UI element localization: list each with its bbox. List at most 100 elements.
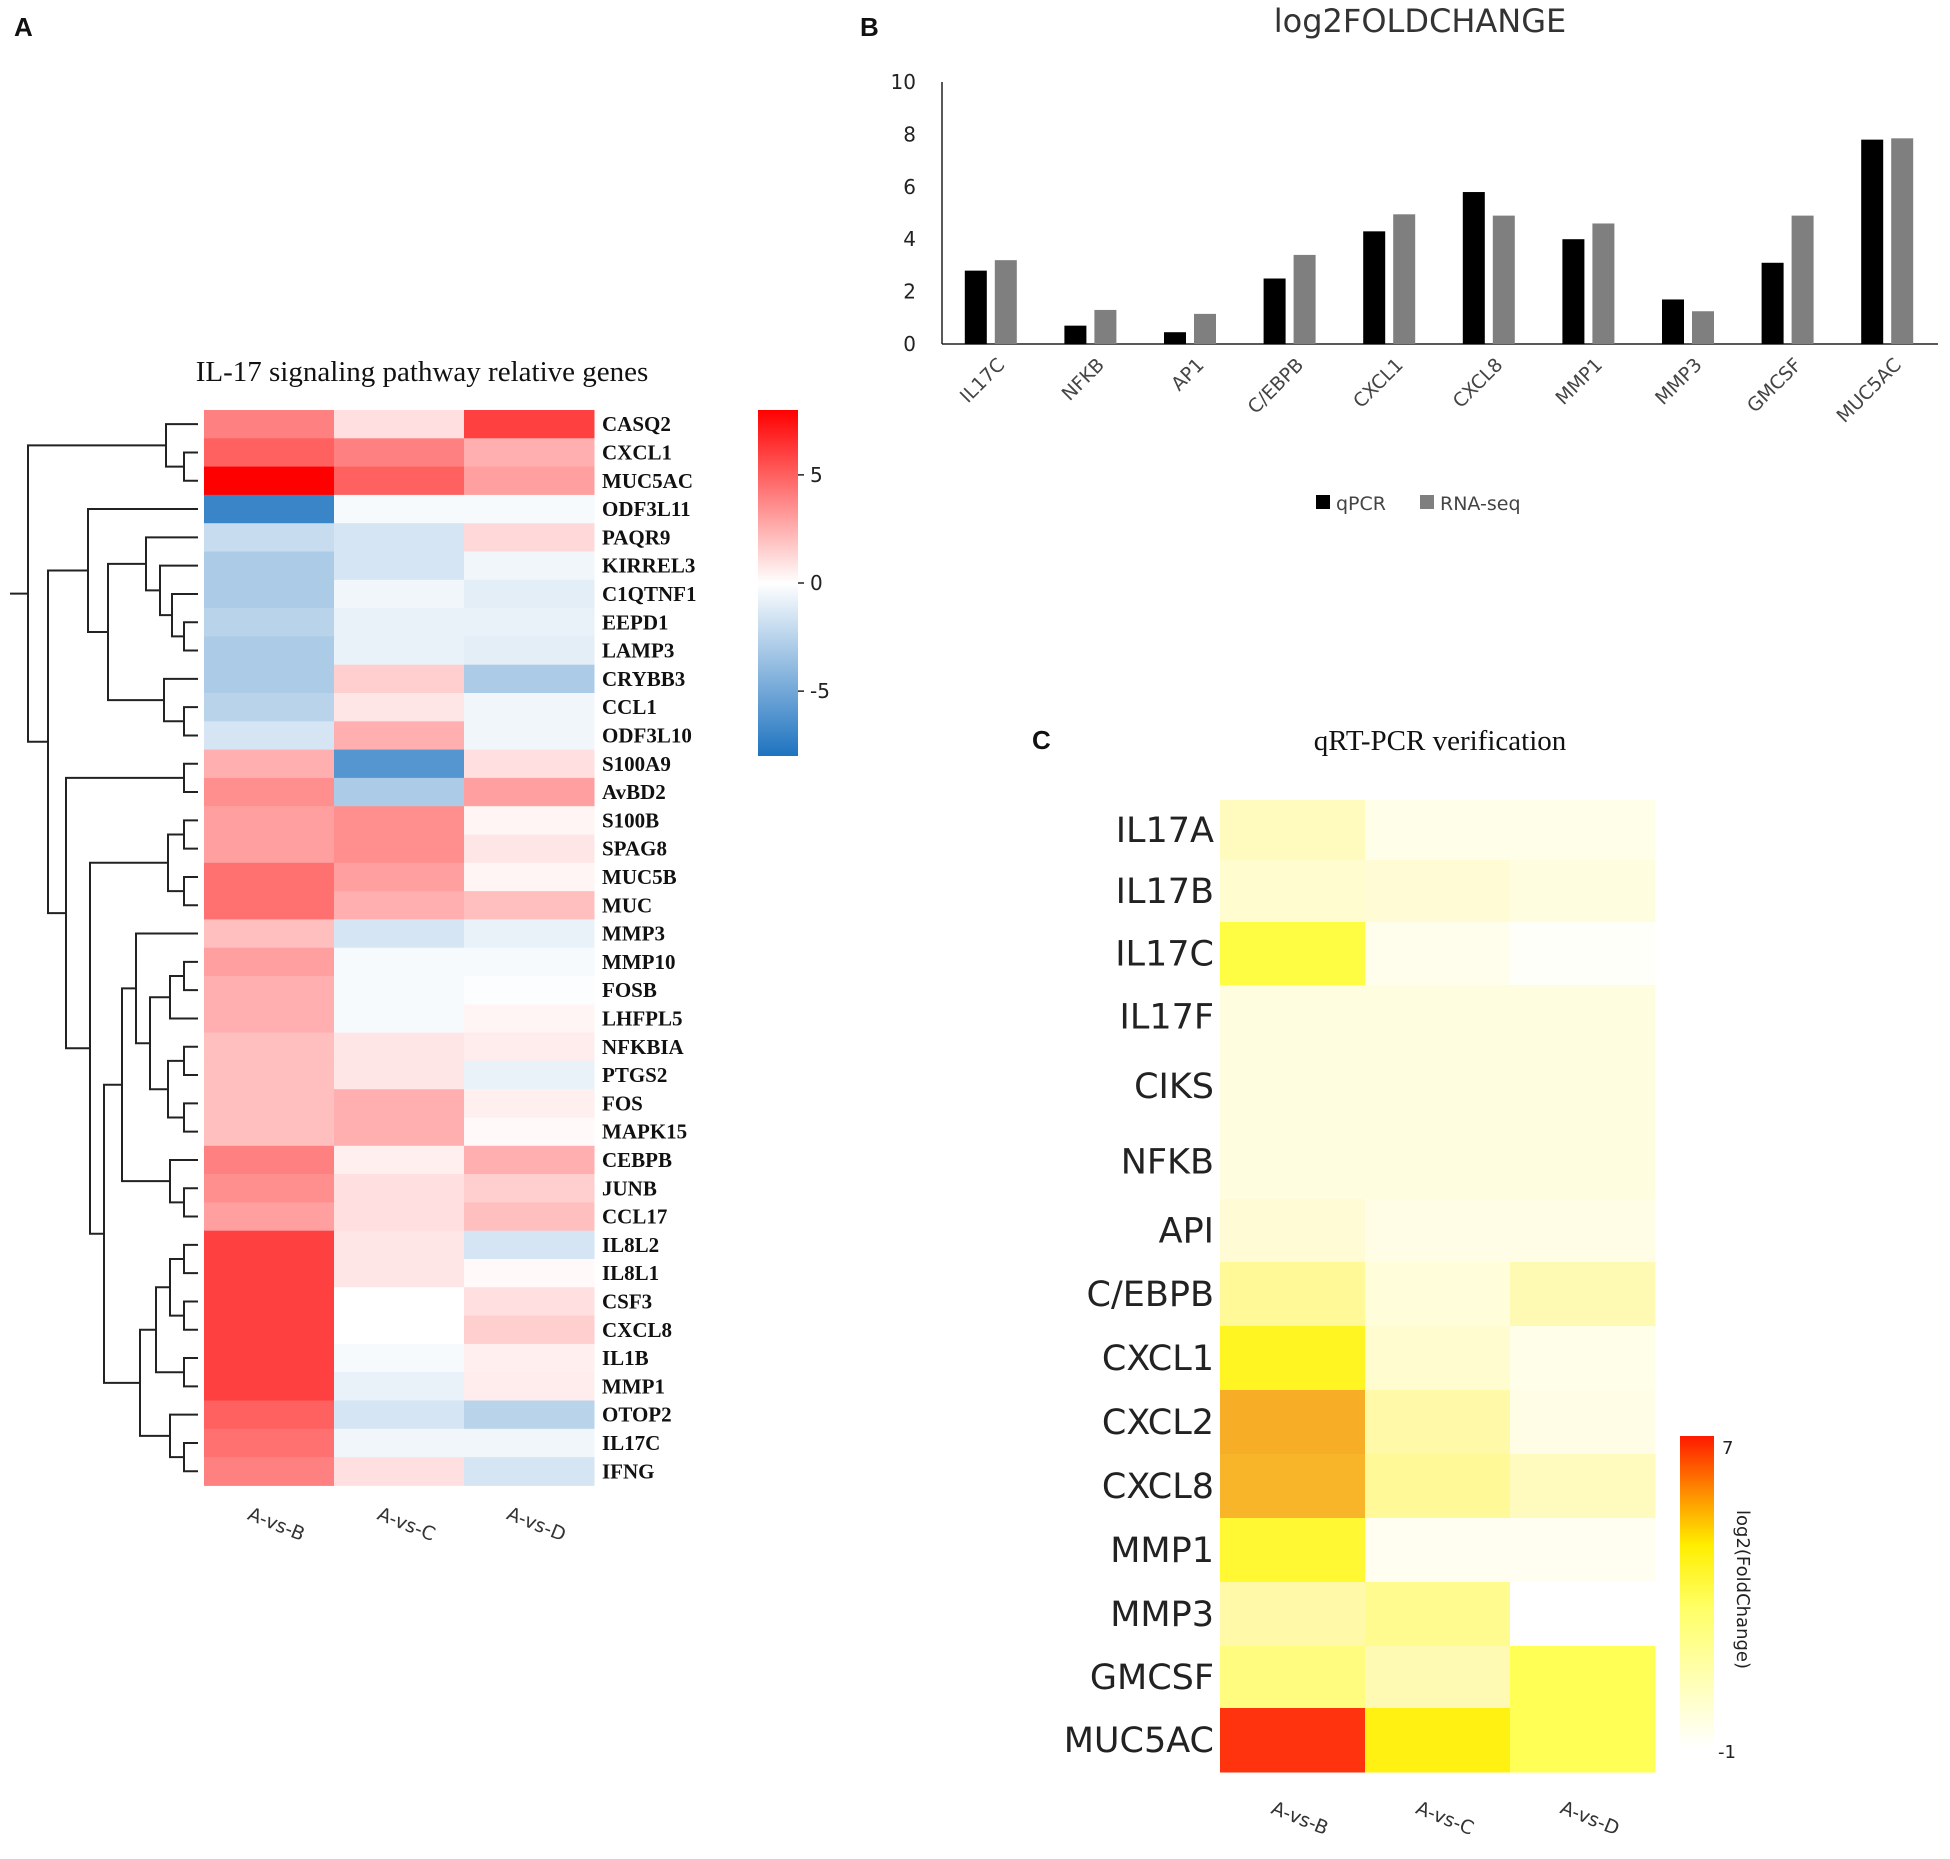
- row-label: NFKB: [1121, 1143, 1214, 1183]
- heatmap-cell: [464, 1174, 595, 1203]
- heatmap-cell: [1365, 1390, 1511, 1455]
- heatmap-cell: [334, 1202, 465, 1232]
- heatmap-cell: [204, 1032, 335, 1062]
- heatmap-cell: [1510, 1454, 1656, 1519]
- row-label: IL8L2: [602, 1233, 659, 1257]
- heatmap-cell: [1220, 1390, 1366, 1455]
- panel-c-heatmap: qRT-PCR verification IL17AIL17BIL17CIL17…: [1064, 725, 1753, 1840]
- heatmap-cell: [1510, 1262, 1656, 1327]
- heatmap-cell: [464, 1372, 595, 1401]
- panel-a-dendrogram: [10, 423, 198, 1473]
- heatmap-cell: [464, 438, 595, 468]
- heatmap-cell: [334, 947, 465, 977]
- row-label: OTOP2: [602, 1403, 672, 1427]
- heatmap-cell: [204, 777, 335, 807]
- bar-qpcr: [1263, 278, 1286, 344]
- heatmap-cell: [204, 551, 335, 581]
- panel-b-title: log2FOLDCHANGE: [1274, 2, 1566, 40]
- heatmap-cell: [464, 777, 595, 807]
- heatmap-cell: [334, 410, 465, 439]
- panel-b-category-labels: IL17C NFKB AP1 C/EBPB CXCL1 CXCL8 MMP1 MMP3 GMCS…: [956, 354, 1906, 427]
- heatmap-cell: [204, 947, 335, 977]
- heatmap-cell: [464, 1060, 595, 1090]
- row-label: CRYBB3: [602, 667, 685, 691]
- y-tick-label: 4: [903, 227, 916, 251]
- panel-c-title: qRT-PCR verification: [1314, 725, 1567, 757]
- row-label: MUC5AC: [1064, 1721, 1214, 1761]
- heatmap-cell: [334, 608, 465, 637]
- category-label: MMP3: [1651, 354, 1706, 409]
- heatmap-cell: [334, 1230, 465, 1260]
- row-label: CIKS: [1134, 1067, 1214, 1107]
- heatmap-cell: [204, 1060, 335, 1090]
- heatmap-cell: [464, 919, 595, 949]
- category-label: MMP1: [1552, 354, 1607, 409]
- heatmap-cell: [1510, 800, 1656, 861]
- heatmap-cell: [1220, 1262, 1366, 1327]
- panel-c-colorbar: [1680, 1436, 1714, 1748]
- heatmap-cell: [334, 523, 465, 552]
- row-label: S100A9: [602, 752, 671, 776]
- column-label: A-vs-C: [374, 1503, 438, 1546]
- heatmap-cell: [334, 1032, 465, 1062]
- y-tick-label: 0: [903, 332, 916, 356]
- heatmap-cell: [464, 579, 595, 609]
- panel-c-colorbar-min: -1: [1718, 1742, 1736, 1763]
- row-label: PTGS2: [602, 1063, 667, 1087]
- heatmap-cell: [204, 410, 335, 439]
- dendrogram-branch: [87, 508, 198, 633]
- dendrogram-branch: [65, 776, 184, 1050]
- heatmap-cell: [204, 721, 335, 751]
- heatmap-cell: [334, 438, 465, 468]
- heatmap-cell: [464, 636, 595, 666]
- row-label: MMP1: [602, 1374, 665, 1398]
- dendrogram-branch: [121, 987, 170, 1183]
- dendrogram-branch: [47, 569, 88, 915]
- heatmap-cell: [334, 1287, 465, 1317]
- row-label: CXCL1: [602, 440, 672, 464]
- row-label: MMP3: [1110, 1595, 1214, 1635]
- colorbar-tick-label: 5: [810, 463, 823, 487]
- heatmap-cell: [204, 636, 335, 666]
- heatmap-cell: [1365, 1326, 1511, 1391]
- heatmap-cell: [334, 1372, 465, 1401]
- row-label: MAPK15: [602, 1120, 687, 1144]
- heatmap-cell: [1365, 1582, 1511, 1647]
- heatmap-cell: [1365, 1124, 1511, 1200]
- heatmap-cell: [334, 1004, 465, 1034]
- dendrogram-branch: [89, 861, 168, 1235]
- heatmap-cell: [204, 1400, 335, 1430]
- bar-qpcr: [1164, 332, 1186, 344]
- colorbar-tick-label: -5: [810, 679, 830, 703]
- heatmap-cell: [204, 1145, 335, 1175]
- heatmap-cell: [1510, 985, 1656, 1049]
- dendrogram-branch: [165, 423, 198, 468]
- row-label: ODF3L11: [602, 497, 691, 521]
- heatmap-cell: [204, 1089, 335, 1118]
- heatmap-cell: [204, 579, 335, 609]
- heatmap-cell: [204, 1287, 335, 1317]
- category-label: AP1: [1167, 354, 1208, 395]
- category-label: IL17C: [956, 354, 1009, 407]
- dendrogram-branch: [159, 564, 198, 617]
- heatmap-cell: [204, 1174, 335, 1203]
- bar-rna-seq: [1393, 214, 1416, 344]
- panel-c-cells: [1220, 800, 1656, 1773]
- row-label: MMP10: [602, 950, 675, 974]
- heatmap-cell: [1510, 860, 1656, 923]
- heatmap-cell: [1510, 1646, 1656, 1709]
- row-label: C/EBPB: [1087, 1275, 1214, 1315]
- heatmap-cell: [464, 947, 595, 977]
- heatmap-cell: [1365, 1048, 1511, 1125]
- category-label: NFKB: [1058, 354, 1109, 405]
- heatmap-cell: [334, 664, 465, 694]
- dendrogram-branch: [183, 1187, 198, 1218]
- heatmap-cell: [204, 608, 335, 637]
- panel-a-colorbar-ticks: 5 0 -5: [798, 463, 830, 703]
- row-label: FOSB: [602, 978, 657, 1002]
- y-tick-label: 8: [903, 122, 916, 146]
- y-tick-label: 2: [903, 280, 916, 304]
- heatmap-cell: [1510, 922, 1656, 986]
- heatmap-cell: [1365, 800, 1511, 861]
- heatmap-cell: [1365, 1646, 1511, 1709]
